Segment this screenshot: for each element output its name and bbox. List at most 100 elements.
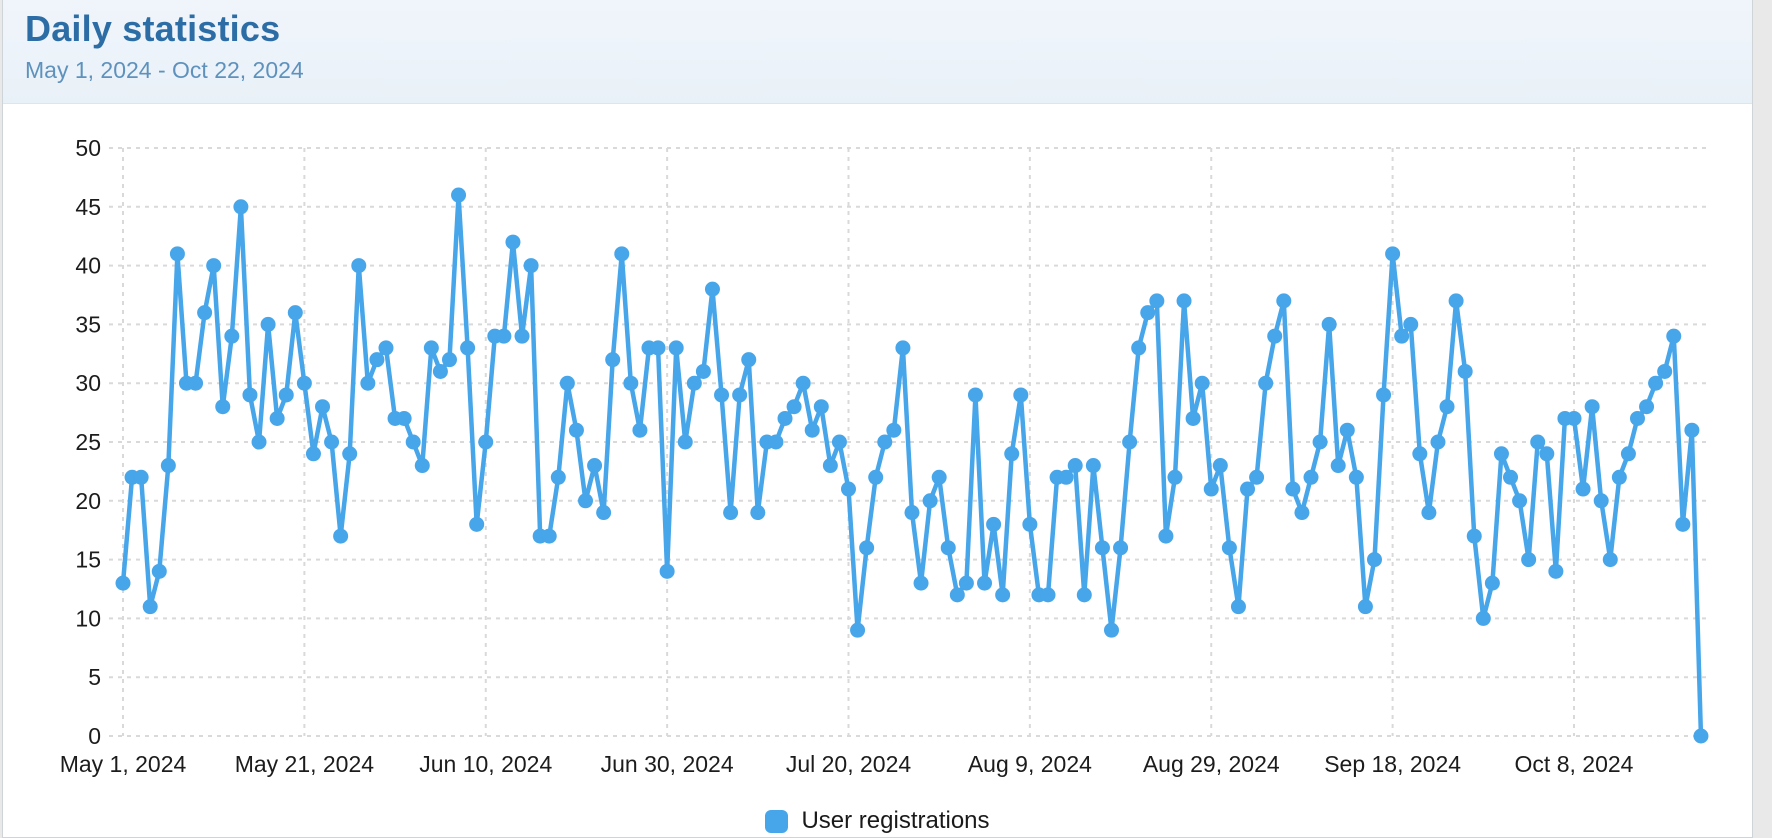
data-point[interactable] [859,540,875,556]
data-point[interactable] [251,434,267,450]
data-point[interactable] [695,363,711,379]
data-point[interactable] [269,410,285,426]
data-point[interactable] [995,587,1011,603]
data-point[interactable] [1303,469,1319,485]
data-point[interactable] [1521,552,1537,568]
data-point[interactable] [1176,293,1192,309]
data-point[interactable] [913,575,929,591]
data-point[interactable] [1312,434,1328,450]
data-point[interactable] [1221,540,1237,556]
data-point[interactable] [1412,446,1428,462]
data-point[interactable] [1366,552,1382,568]
data-point[interactable] [1013,387,1029,403]
data-point[interactable] [1475,610,1491,626]
data-point[interactable] [850,622,866,638]
data-point[interactable] [1330,458,1346,474]
data-point[interactable] [451,187,467,203]
data-point[interactable] [169,246,185,262]
data-point[interactable] [822,458,838,474]
data-point[interactable] [1620,446,1636,462]
data-point[interactable] [260,316,276,332]
data-point[interactable] [931,469,947,485]
data-point[interactable] [396,410,412,426]
data-point[interactable] [1022,516,1038,532]
data-point[interactable] [1376,387,1392,403]
data-point[interactable] [1194,375,1210,391]
data-point[interactable] [1675,516,1691,532]
data-point[interactable] [677,434,693,450]
data-point[interactable] [1076,587,1092,603]
data-point[interactable] [441,352,457,368]
data-point[interactable] [1212,458,1228,474]
data-point[interactable] [741,352,757,368]
data-point[interactable] [469,516,485,532]
data-point[interactable] [668,340,684,356]
data-point[interactable] [1094,540,1110,556]
data-point[interactable] [605,352,621,368]
data-point[interactable] [541,528,557,544]
data-point[interactable] [550,469,566,485]
data-point[interactable] [868,469,884,485]
data-point[interactable] [650,340,666,356]
data-point[interactable] [1067,458,1083,474]
data-point[interactable] [1421,505,1437,521]
data-point[interactable] [1493,446,1509,462]
data-point[interactable] [505,234,521,250]
data-point[interactable] [568,422,584,438]
data-point[interactable] [723,505,739,521]
data-point[interactable] [1466,528,1482,544]
data-point[interactable] [1530,434,1546,450]
data-point[interactable] [1131,340,1147,356]
data-point[interactable] [1593,493,1609,509]
data-point[interactable] [1693,728,1709,744]
data-point[interactable] [1385,246,1401,262]
data-point[interactable] [432,363,448,379]
data-point[interactable] [986,516,1002,532]
data-point[interactable] [623,375,639,391]
data-point[interactable] [1457,363,1473,379]
data-point[interactable] [296,375,312,391]
data-point[interactable] [523,258,539,274]
data-point[interactable] [1321,316,1337,332]
data-point[interactable] [1566,410,1582,426]
data-point[interactable] [414,458,430,474]
data-point[interactable] [578,493,594,509]
data-point[interactable] [1611,469,1627,485]
data-point[interactable] [1004,446,1020,462]
data-point[interactable] [1339,422,1355,438]
data-point[interactable] [1348,469,1364,485]
data-point[interactable] [795,375,811,391]
data-point[interactable] [786,399,802,415]
data-point[interactable] [596,505,612,521]
data-point[interactable] [940,540,956,556]
user-registrations-line-chart[interactable]: 0 5 10 15 20 25 30 35 40 45 50 May 1, 2024 May 21, 2… [3,104,1752,837]
data-point[interactable] [1575,481,1591,497]
data-point[interactable] [1249,469,1265,485]
data-point[interactable] [1439,399,1455,415]
data-point[interactable] [197,305,213,321]
data-point[interactable] [351,258,367,274]
data-point[interactable] [496,328,512,344]
data-point[interactable] [1040,587,1056,603]
data-point[interactable] [686,375,702,391]
data-point[interactable] [659,563,675,579]
data-point[interactable] [1158,528,1174,544]
data-point[interactable] [1484,575,1500,591]
data-point[interactable] [1448,293,1464,309]
data-point[interactable] [559,375,575,391]
data-point[interactable] [1085,458,1101,474]
data-point[interactable] [1639,399,1655,415]
data-point[interactable] [750,505,766,521]
data-point[interactable] [777,410,793,426]
data-point[interactable] [1167,469,1183,485]
data-point[interactable] [949,587,965,603]
data-point[interactable] [904,505,920,521]
data-point[interactable] [242,387,258,403]
data-point[interactable] [1584,399,1600,415]
data-point[interactable] [587,458,603,474]
data-point[interactable] [315,399,331,415]
data-point[interactable] [614,246,630,262]
data-point[interactable] [958,575,974,591]
data-point[interactable] [115,575,131,591]
data-point[interactable] [1258,375,1274,391]
